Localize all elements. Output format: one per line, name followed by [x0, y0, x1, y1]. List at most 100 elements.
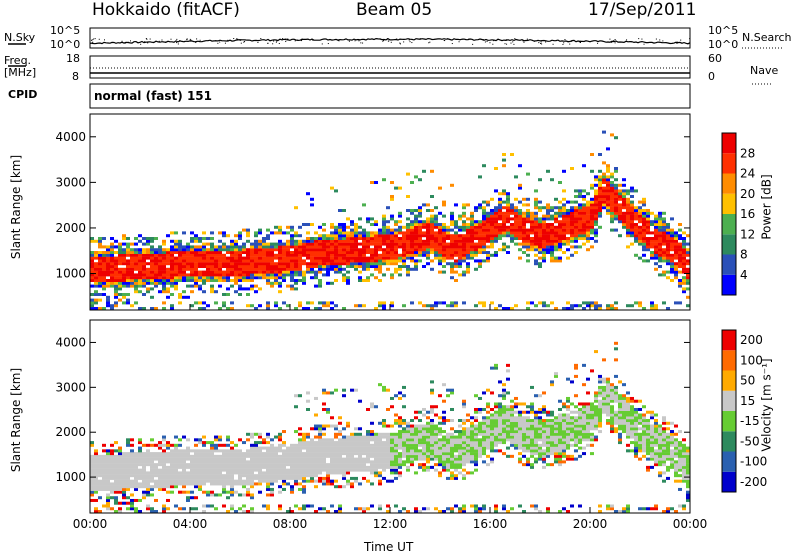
heatmap-cell	[182, 259, 186, 263]
heatmap-cell	[246, 510, 250, 513]
heatmap-cell	[154, 270, 158, 274]
heatmap-cell	[370, 454, 374, 458]
heatmap-cell	[358, 468, 362, 472]
heatmap-cell	[418, 454, 422, 458]
heatmap-cell	[226, 468, 230, 472]
noise-search-point	[215, 40, 217, 42]
heatmap-cell	[442, 237, 446, 240]
heatmap-cell	[674, 267, 678, 271]
heatmap-cell	[606, 181, 610, 184]
noise-search-point	[676, 42, 678, 44]
heatmap-cell	[166, 290, 170, 294]
heatmap-cell	[570, 225, 574, 229]
noise-search-point	[140, 43, 142, 45]
heatmap-cell	[186, 267, 190, 271]
heatmap-cell	[574, 251, 578, 254]
heatmap-cell	[238, 507, 242, 511]
heatmap-cell	[286, 270, 290, 274]
heatmap-cell	[646, 239, 650, 243]
heatmap-cell	[118, 446, 122, 450]
heatmap-cell	[334, 245, 338, 249]
heatmap-cell	[206, 452, 210, 456]
heatmap-cell	[414, 416, 418, 420]
heatmap-cell	[198, 476, 202, 480]
heatmap-cell	[674, 301, 678, 305]
heatmap-cell	[262, 270, 266, 274]
heatmap-cell	[682, 237, 686, 240]
heatmap-cell	[94, 463, 98, 467]
heatmap-cell	[150, 463, 154, 467]
heatmap-cell	[554, 231, 558, 235]
heatmap-cell	[390, 301, 394, 305]
noise-search-point	[146, 38, 148, 40]
heatmap-cell	[342, 234, 346, 238]
heatmap-cell	[426, 228, 430, 232]
heatmap-cell	[250, 479, 254, 483]
heatmap-cell	[278, 245, 282, 249]
heatmap-cell	[410, 443, 414, 447]
heatmap-cell	[330, 307, 334, 310]
heatmap-cell	[450, 427, 454, 431]
heatmap-cell	[618, 192, 622, 196]
heatmap-cell	[166, 485, 170, 489]
heatmap-cell	[458, 242, 462, 246]
heatmap-cell	[442, 259, 446, 263]
heatmap-cell	[374, 474, 378, 478]
freq-panel	[8, 43, 782, 109]
heatmap-cell	[362, 231, 366, 235]
heatmap-cell	[434, 301, 438, 305]
heatmap-cell	[418, 424, 422, 428]
heatmap-cell	[490, 435, 494, 439]
heatmap-cell	[554, 259, 558, 263]
heatmap-cell	[118, 471, 122, 475]
heatmap-cell	[270, 449, 274, 453]
noise-sky-tick-bottom: 10^0	[50, 38, 81, 51]
heatmap-cell	[190, 468, 194, 472]
heatmap-cell	[646, 245, 650, 249]
heatmap-cell	[106, 487, 110, 491]
heatmap-cell	[486, 217, 490, 221]
heatmap-cell	[118, 485, 122, 489]
heatmap-cell	[454, 231, 458, 235]
freq-tick-top: 18	[66, 52, 80, 65]
heatmap-cell	[346, 217, 350, 221]
heatmap-cell	[330, 452, 334, 456]
noise-search-point	[429, 41, 431, 43]
heatmap-cell	[258, 441, 262, 445]
heatmap-cell	[342, 248, 346, 252]
heatmap-cell	[158, 290, 162, 294]
heatmap-cell	[94, 449, 98, 453]
heatmap-cell	[394, 223, 398, 226]
heatmap-cell	[302, 262, 306, 266]
noise-search-point	[386, 38, 388, 40]
heatmap-cell	[114, 259, 118, 263]
heatmap-cell	[206, 251, 210, 254]
heatmap-cell	[250, 273, 254, 277]
heatmap-cell	[386, 407, 390, 411]
heatmap-cell	[326, 446, 330, 450]
heatmap-cell	[506, 209, 510, 212]
heatmap-cell	[562, 223, 566, 226]
heatmap-cell	[394, 245, 398, 249]
heatmap-cell	[494, 234, 498, 238]
heatmap-cell	[446, 476, 450, 480]
heatmap-cell	[206, 463, 210, 467]
heatmap-cell	[382, 457, 386, 461]
heatmap-cell	[442, 449, 446, 453]
heatmap-cell	[650, 220, 654, 224]
heatmap-cell	[290, 463, 294, 467]
heatmap-cell	[502, 413, 506, 417]
heatmap-cell	[542, 304, 546, 308]
heatmap-cell	[138, 267, 142, 271]
heatmap-cell	[450, 435, 454, 439]
heatmap-cell	[518, 460, 522, 464]
heatmap-cell	[158, 281, 162, 285]
heatmap-cell	[342, 267, 346, 271]
heatmap-cell	[118, 457, 122, 461]
heatmap-cell	[514, 231, 518, 235]
heatmap-cell	[98, 307, 102, 310]
heatmap-cell	[462, 460, 466, 464]
heatmap-cell	[546, 231, 550, 235]
heatmap-cell	[430, 424, 434, 428]
heatmap-cell	[462, 301, 466, 305]
